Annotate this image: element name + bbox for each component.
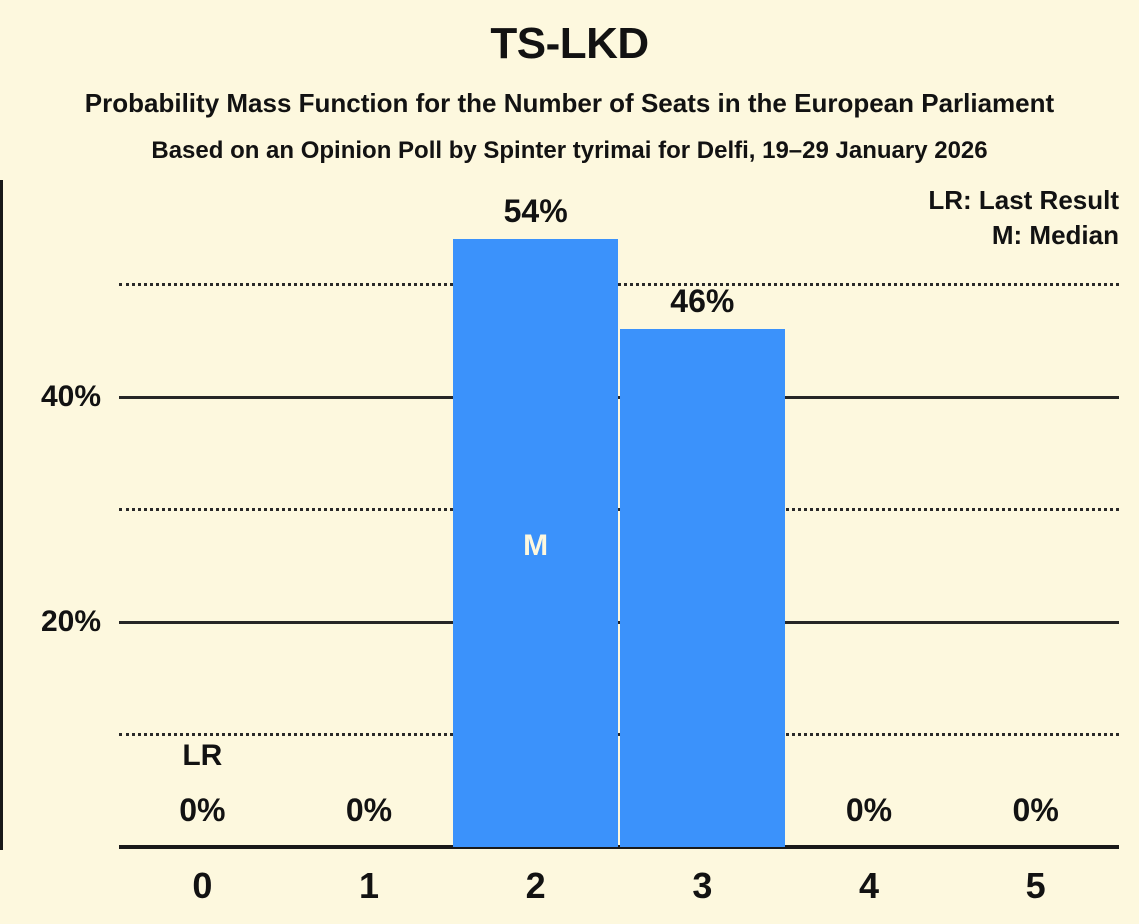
chart-source-note: Based on an Opinion Poll by Spinter tyri… <box>151 137 988 164</box>
y-axis-tick-label-40pct: 40% <box>40 379 101 413</box>
legend-entry-median: M: Median <box>991 220 1119 250</box>
bar-seat-3 <box>619 329 785 847</box>
bar-seat-2 <box>453 238 619 847</box>
chart-legend: LR: Last Result M: Median <box>928 183 1119 253</box>
gridline-30pct <box>119 508 1119 512</box>
y-axis-tick-label-20pct: 20% <box>40 604 101 638</box>
x-axis-tick-label-4: 4 <box>858 865 880 906</box>
median-marker: M <box>523 529 549 562</box>
bar-value-label-seat-5: 0% <box>1012 792 1059 828</box>
x-axis-line <box>119 845 1119 849</box>
x-axis-tick-label-2: 2 <box>525 865 546 906</box>
bar-value-label-seat-2: 54% <box>503 192 568 229</box>
chart-subtitle: Probability Mass Function for the Number… <box>84 88 1055 118</box>
gridline-10pct <box>119 733 1119 737</box>
last-result-marker: LR <box>182 739 223 772</box>
chart-title: TS-LKD <box>490 19 649 68</box>
gridline-40pct <box>119 395 1119 399</box>
legend-entry-last-result: LR: Last Result <box>928 185 1119 215</box>
x-axis-tick-label-1: 1 <box>358 865 380 906</box>
y-axis-line <box>0 180 3 850</box>
bar-value-label-seat-3: 46% <box>670 283 735 320</box>
x-axis-tick-label-5: 5 <box>1025 865 1046 906</box>
x-axis-tick-label-0: 0 <box>192 865 213 906</box>
bar-value-label-seat-0: 0% <box>179 792 226 828</box>
bar-value-label-seat-1: 0% <box>345 792 393 828</box>
x-axis-tick-label-3: 3 <box>692 865 713 906</box>
gridline-50pct <box>119 283 1119 286</box>
bar-value-label-seat-4: 0% <box>845 792 893 828</box>
gridline-20pct <box>119 620 1119 624</box>
